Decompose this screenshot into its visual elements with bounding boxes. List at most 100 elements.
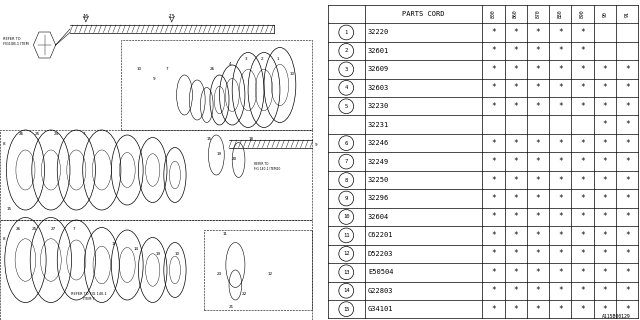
Text: REFER TO
FIG10B-1 ITEM: REFER TO FIG10B-1 ITEM bbox=[3, 37, 29, 46]
Text: *: * bbox=[491, 157, 496, 166]
Text: *: * bbox=[603, 83, 607, 92]
Text: *: * bbox=[625, 139, 630, 148]
Text: *: * bbox=[536, 249, 540, 258]
Text: *: * bbox=[491, 139, 496, 148]
Text: 9: 9 bbox=[153, 77, 156, 81]
Text: *: * bbox=[603, 102, 607, 111]
Text: *: * bbox=[580, 157, 585, 166]
Text: D52203: D52203 bbox=[368, 251, 394, 257]
Text: *: * bbox=[536, 139, 540, 148]
Text: *: * bbox=[625, 305, 630, 314]
Text: 10: 10 bbox=[137, 67, 142, 71]
Text: 26: 26 bbox=[19, 132, 24, 136]
Text: *: * bbox=[603, 268, 607, 277]
Text: *: * bbox=[558, 194, 563, 203]
Text: 24: 24 bbox=[54, 132, 59, 136]
Text: 890: 890 bbox=[580, 10, 585, 18]
Text: 18: 18 bbox=[248, 137, 253, 141]
Text: *: * bbox=[580, 176, 585, 185]
Text: *: * bbox=[491, 231, 496, 240]
Text: *: * bbox=[603, 212, 607, 221]
Text: *: * bbox=[513, 176, 518, 185]
Text: REFER TO
FIG 140-1 ITEM10: REFER TO FIG 140-1 ITEM10 bbox=[255, 163, 281, 171]
Text: 22: 22 bbox=[242, 292, 247, 296]
Text: G34101: G34101 bbox=[368, 306, 394, 312]
Text: 3: 3 bbox=[245, 57, 248, 61]
Text: *: * bbox=[536, 231, 540, 240]
Text: *: * bbox=[558, 176, 563, 185]
Text: 1: 1 bbox=[344, 30, 348, 35]
Text: *: * bbox=[625, 212, 630, 221]
Text: 7: 7 bbox=[344, 159, 348, 164]
Text: 4: 4 bbox=[344, 85, 348, 90]
Text: 91: 91 bbox=[625, 11, 630, 17]
Text: 800: 800 bbox=[491, 10, 496, 18]
Text: 21: 21 bbox=[229, 305, 234, 308]
Text: *: * bbox=[603, 249, 607, 258]
Text: 32246: 32246 bbox=[368, 140, 389, 146]
Text: *: * bbox=[558, 305, 563, 314]
Text: *: * bbox=[603, 157, 607, 166]
Text: *: * bbox=[625, 249, 630, 258]
Text: 870: 870 bbox=[536, 10, 541, 18]
Text: *: * bbox=[558, 268, 563, 277]
Text: PARTS CORD: PARTS CORD bbox=[403, 11, 445, 17]
Text: *: * bbox=[536, 28, 540, 37]
Text: 9: 9 bbox=[344, 196, 348, 201]
Text: *: * bbox=[603, 139, 607, 148]
Text: *: * bbox=[491, 286, 496, 295]
Text: *: * bbox=[558, 249, 563, 258]
Text: *: * bbox=[558, 286, 563, 295]
Text: 7: 7 bbox=[73, 227, 76, 231]
Text: *: * bbox=[513, 157, 518, 166]
Text: 7: 7 bbox=[83, 132, 85, 136]
Text: 11: 11 bbox=[223, 232, 228, 236]
Text: *: * bbox=[625, 65, 630, 74]
Text: 8: 8 bbox=[3, 237, 6, 241]
Text: *: * bbox=[513, 102, 518, 111]
Text: *: * bbox=[536, 268, 540, 277]
Text: *: * bbox=[513, 65, 518, 74]
Text: 26: 26 bbox=[16, 227, 21, 231]
Text: *: * bbox=[580, 194, 585, 203]
Text: *: * bbox=[513, 286, 518, 295]
Text: 20: 20 bbox=[232, 157, 237, 161]
Text: *: * bbox=[558, 102, 563, 111]
Text: *: * bbox=[491, 212, 496, 221]
Text: 5: 5 bbox=[344, 104, 348, 109]
Text: *: * bbox=[491, 83, 496, 92]
Text: *: * bbox=[536, 305, 540, 314]
Text: *: * bbox=[603, 194, 607, 203]
Text: *: * bbox=[491, 176, 496, 185]
Text: 25: 25 bbox=[32, 227, 37, 231]
Text: 2: 2 bbox=[344, 48, 348, 53]
Text: *: * bbox=[580, 65, 585, 74]
Text: *: * bbox=[513, 231, 518, 240]
Text: *: * bbox=[558, 212, 563, 221]
Text: *: * bbox=[536, 176, 540, 185]
Text: *: * bbox=[491, 249, 496, 258]
Text: *: * bbox=[513, 83, 518, 92]
Text: 860: 860 bbox=[513, 10, 518, 18]
Text: *: * bbox=[513, 212, 518, 221]
Text: 32296: 32296 bbox=[368, 196, 389, 202]
Text: *: * bbox=[536, 102, 540, 111]
Text: 4: 4 bbox=[229, 62, 232, 66]
Text: *: * bbox=[625, 83, 630, 92]
Text: *: * bbox=[536, 46, 540, 55]
Text: *: * bbox=[558, 28, 563, 37]
Text: *: * bbox=[558, 65, 563, 74]
Text: *: * bbox=[603, 305, 607, 314]
Text: *: * bbox=[536, 65, 540, 74]
Text: 26: 26 bbox=[210, 67, 215, 71]
Text: 32601: 32601 bbox=[368, 48, 389, 54]
Text: 32230: 32230 bbox=[368, 103, 389, 109]
Text: *: * bbox=[536, 212, 540, 221]
Text: 15: 15 bbox=[343, 307, 349, 312]
Text: *: * bbox=[580, 249, 585, 258]
Text: *: * bbox=[580, 305, 585, 314]
Text: *: * bbox=[536, 286, 540, 295]
Text: *: * bbox=[580, 83, 585, 92]
Text: *: * bbox=[491, 46, 496, 55]
Text: A115B00129: A115B00129 bbox=[602, 314, 630, 319]
